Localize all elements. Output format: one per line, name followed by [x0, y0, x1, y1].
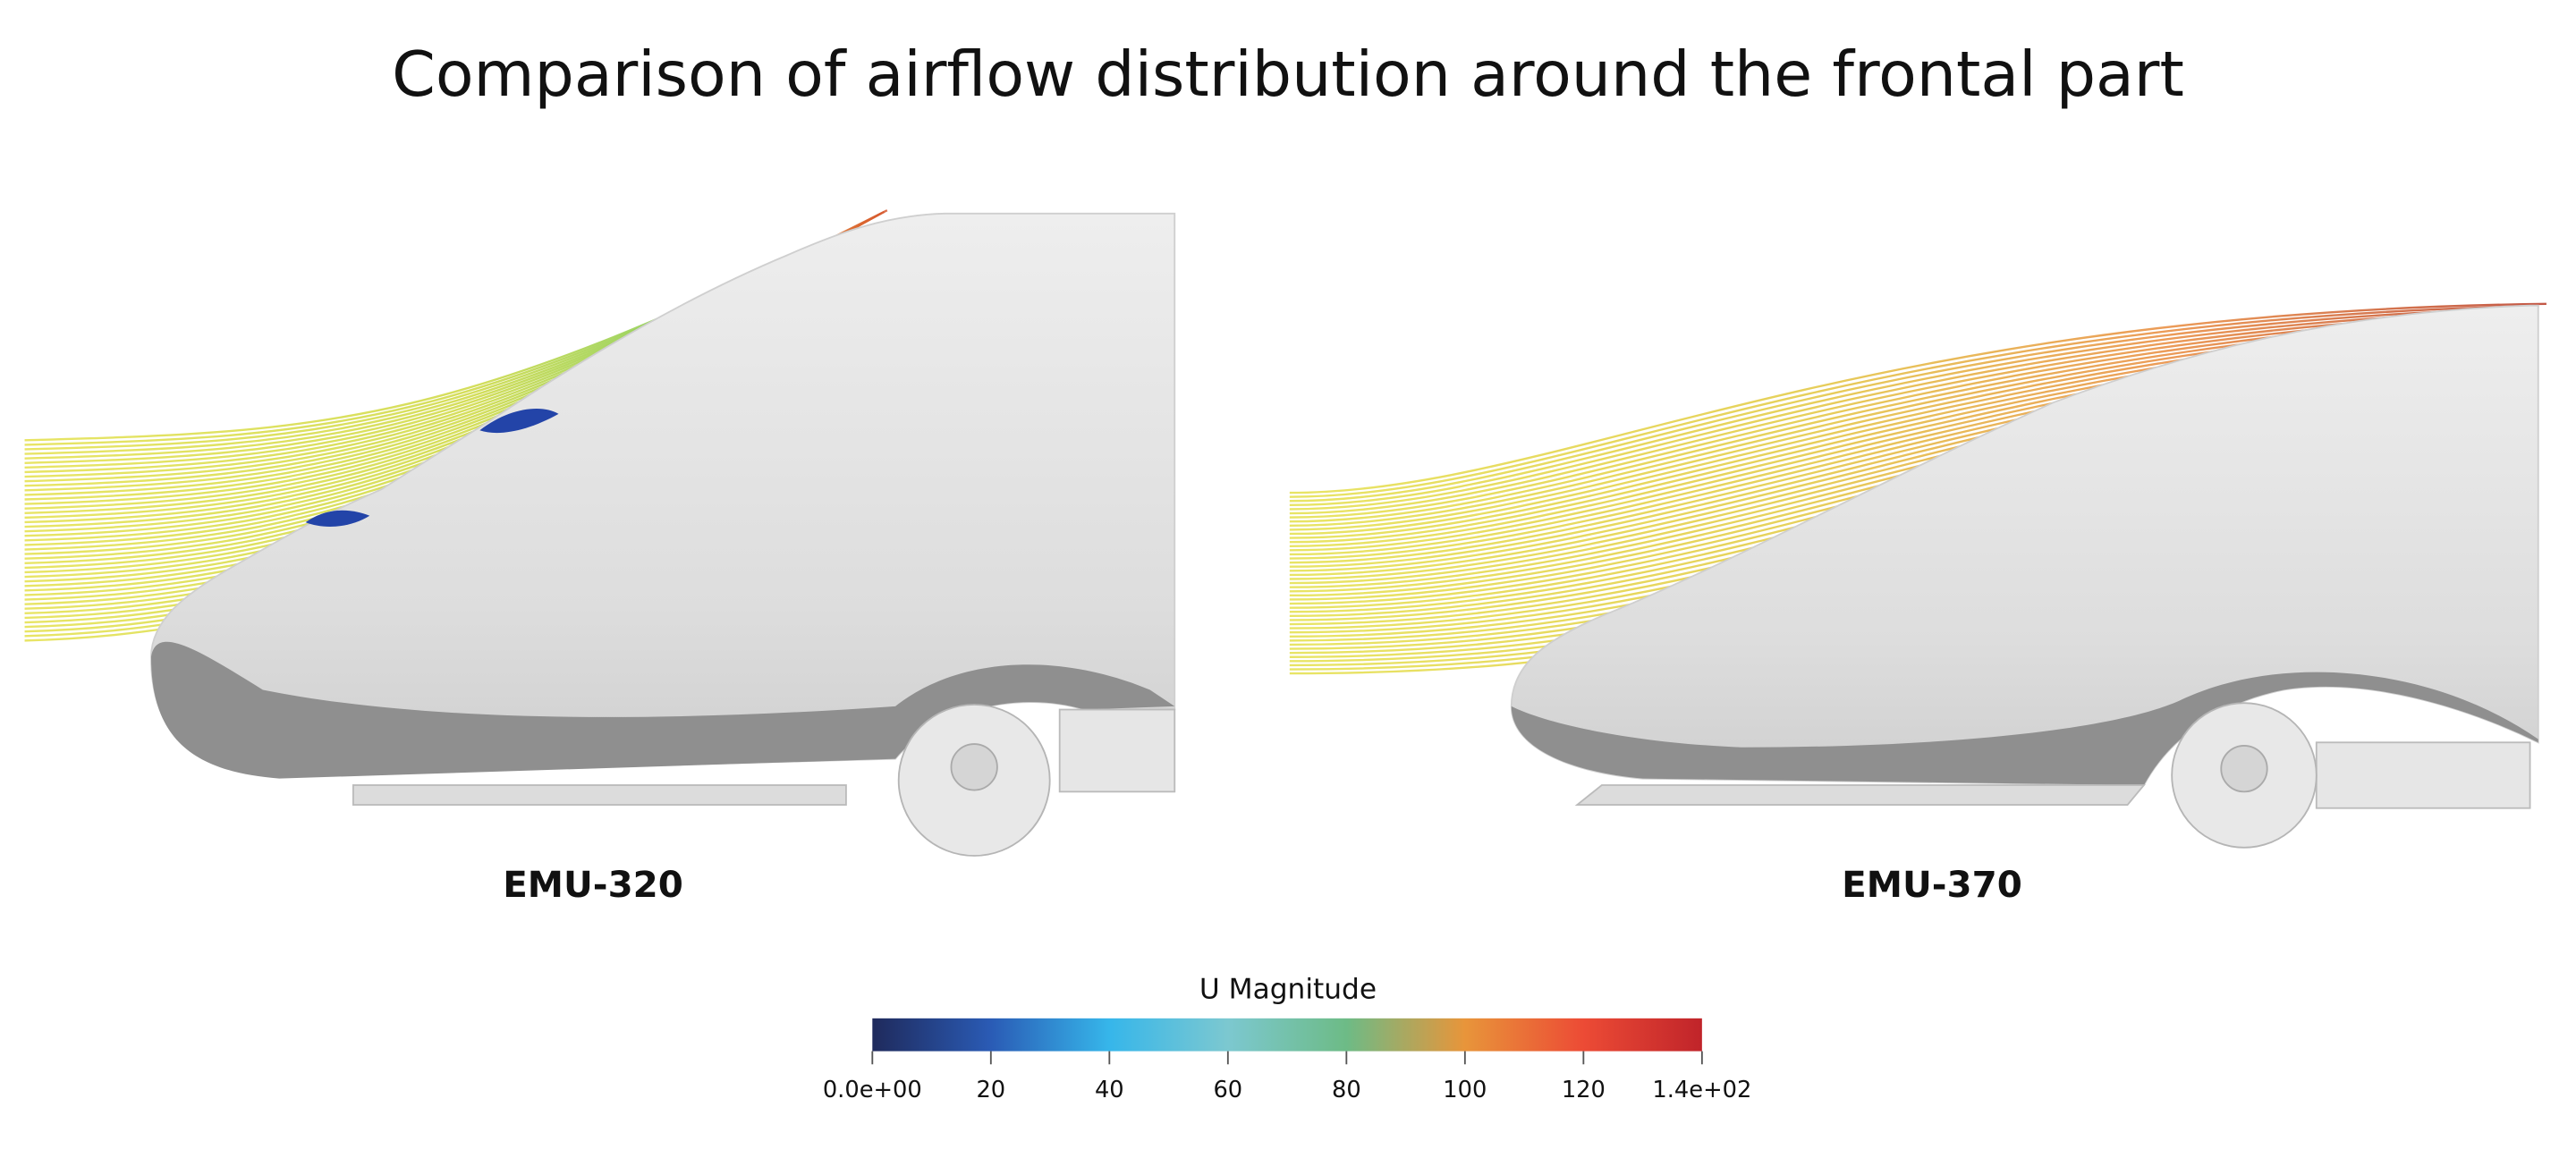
colorbar-tick-label: 60	[1213, 1077, 1242, 1103]
train-emu-370	[1510, 304, 2539, 849]
streamline	[1289, 309, 2524, 507]
title: Comparison of airflow distribution aroun…	[392, 38, 2184, 111]
colorbar-tick-label: 40	[1095, 1077, 1124, 1103]
colorbar-tick-label: 0.0e+00	[823, 1077, 922, 1103]
streamline	[1289, 316, 2502, 519]
colorbar-tick-label: 100	[1443, 1077, 1487, 1103]
streamline	[1289, 302, 2546, 494]
colorbar-tick-label: 20	[976, 1077, 1005, 1103]
colorbar-ticks: 0.0e+00 20 40 60 80 100 120 1.4e+02	[823, 1051, 1751, 1103]
panel-label: EMU-370	[1842, 863, 2022, 906]
colorbar-tick-label: 1.4e+02	[1652, 1077, 1751, 1103]
streamline	[1289, 305, 2539, 498]
colorbar-tick-label: 80	[1332, 1077, 1361, 1103]
colorbar	[872, 1018, 1702, 1052]
colorbar-title: U Magnitude	[1199, 974, 1377, 1006]
streamline	[1289, 311, 2517, 511]
colorbar-tick-label: 120	[1562, 1077, 1606, 1103]
streamline	[1289, 313, 2510, 515]
streamline	[1289, 307, 2532, 503]
streamline	[1289, 317, 2495, 523]
train-emu-320	[150, 212, 1176, 857]
panel-label: EMU-320	[503, 863, 683, 906]
